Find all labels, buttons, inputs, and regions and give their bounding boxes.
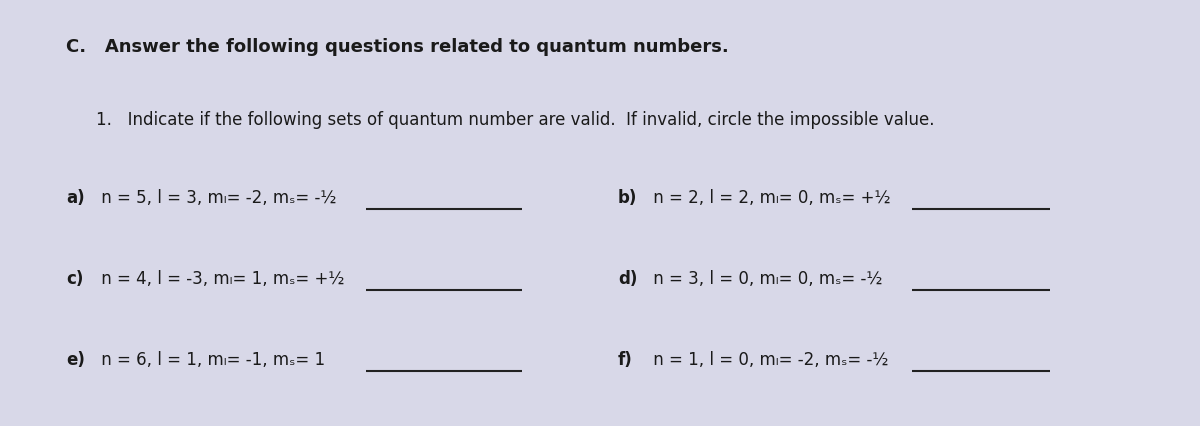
Text: e): e) (66, 351, 85, 369)
Text: n = 1, l = 0, mₗ= -2, mₛ= -½: n = 1, l = 0, mₗ= -2, mₛ= -½ (648, 351, 888, 369)
Text: b): b) (618, 189, 637, 207)
Text: n = 4, l = -3, mₗ= 1, mₛ= +½: n = 4, l = -3, mₗ= 1, mₛ= +½ (96, 270, 344, 288)
Text: n = 6, l = 1, mₗ= -1, mₛ= 1: n = 6, l = 1, mₗ= -1, mₛ= 1 (96, 351, 325, 369)
Text: 1.   Indicate if the following sets of quantum number are valid.  If invalid, ci: 1. Indicate if the following sets of qua… (96, 111, 935, 129)
Text: a): a) (66, 189, 85, 207)
Text: f): f) (618, 351, 632, 369)
Text: C.   Answer the following questions related to quantum numbers.: C. Answer the following questions relate… (66, 38, 728, 56)
Text: n = 5, l = 3, mₗ= -2, mₛ= -½: n = 5, l = 3, mₗ= -2, mₛ= -½ (96, 189, 336, 207)
Text: n = 3, l = 0, mₗ= 0, mₛ= -½: n = 3, l = 0, mₗ= 0, mₛ= -½ (648, 270, 882, 288)
Text: d): d) (618, 270, 637, 288)
Text: c): c) (66, 270, 83, 288)
Text: n = 2, l = 2, mₗ= 0, mₛ= +½: n = 2, l = 2, mₗ= 0, mₛ= +½ (648, 189, 890, 207)
